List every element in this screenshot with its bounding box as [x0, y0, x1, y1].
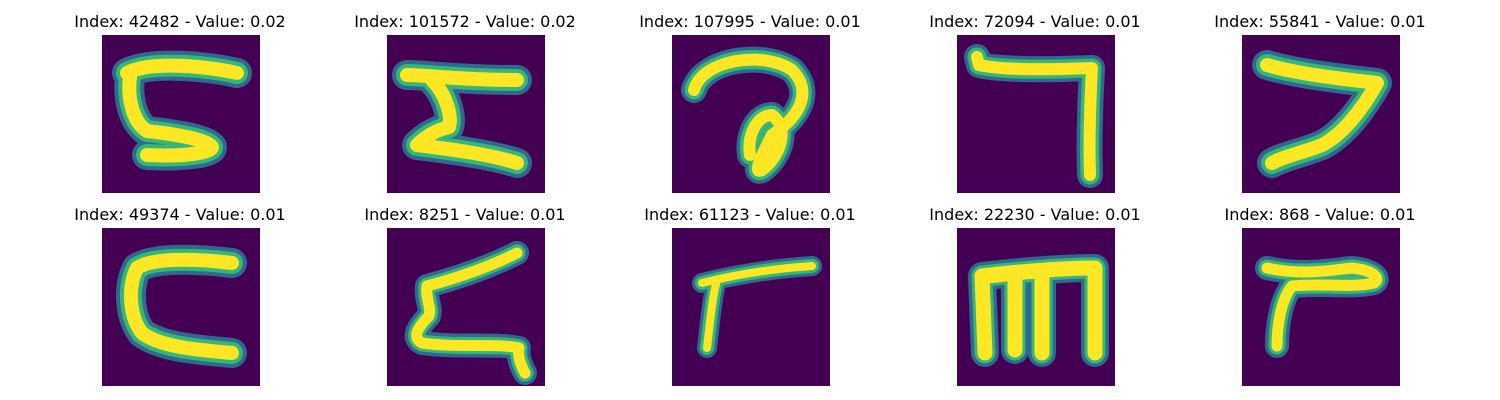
panel-title: Index: 22230 - Value: 0.01	[929, 205, 1141, 224]
glyph-backward-s	[112, 50, 252, 171]
glyph-loop-a	[681, 46, 816, 184]
panel-image	[102, 35, 260, 193]
glyph-z-curved	[404, 241, 537, 385]
glyph-c-shape	[116, 244, 247, 368]
panel-title: Index: 49374 - Value: 0.01	[74, 205, 286, 224]
panel-image	[957, 35, 1115, 193]
panel-title: Index: 72094 - Value: 0.01	[929, 12, 1141, 31]
glyph-r-hook	[1255, 256, 1389, 358]
panel-image	[672, 228, 830, 386]
glyph-r-shape	[692, 256, 822, 358]
panel-title: Index: 868 - Value: 0.01	[1224, 205, 1416, 224]
panel-title: Index: 42482 - Value: 0.02	[74, 12, 286, 31]
panel-title: Index: 107995 - Value: 0.01	[639, 12, 861, 31]
panel-title: Index: 61123 - Value: 0.01	[644, 205, 856, 224]
panel-image	[1242, 228, 1400, 386]
panel-image	[957, 228, 1115, 386]
glyph-m-shape	[968, 254, 1109, 367]
panel-image	[1242, 35, 1400, 193]
panel-title: Index: 101572 - Value: 0.02	[354, 12, 576, 31]
panel-image	[102, 228, 260, 386]
panel-image	[672, 35, 830, 193]
panel-title: Index: 8251 - Value: 0.01	[364, 205, 566, 224]
glyph-hook-7	[964, 44, 1105, 188]
glyph-angle-7	[1252, 50, 1392, 178]
panel-image	[387, 35, 545, 193]
glyph-z-shape	[392, 60, 532, 178]
panel-image	[387, 228, 545, 386]
panel-title: Index: 55841 - Value: 0.01	[1214, 12, 1426, 31]
